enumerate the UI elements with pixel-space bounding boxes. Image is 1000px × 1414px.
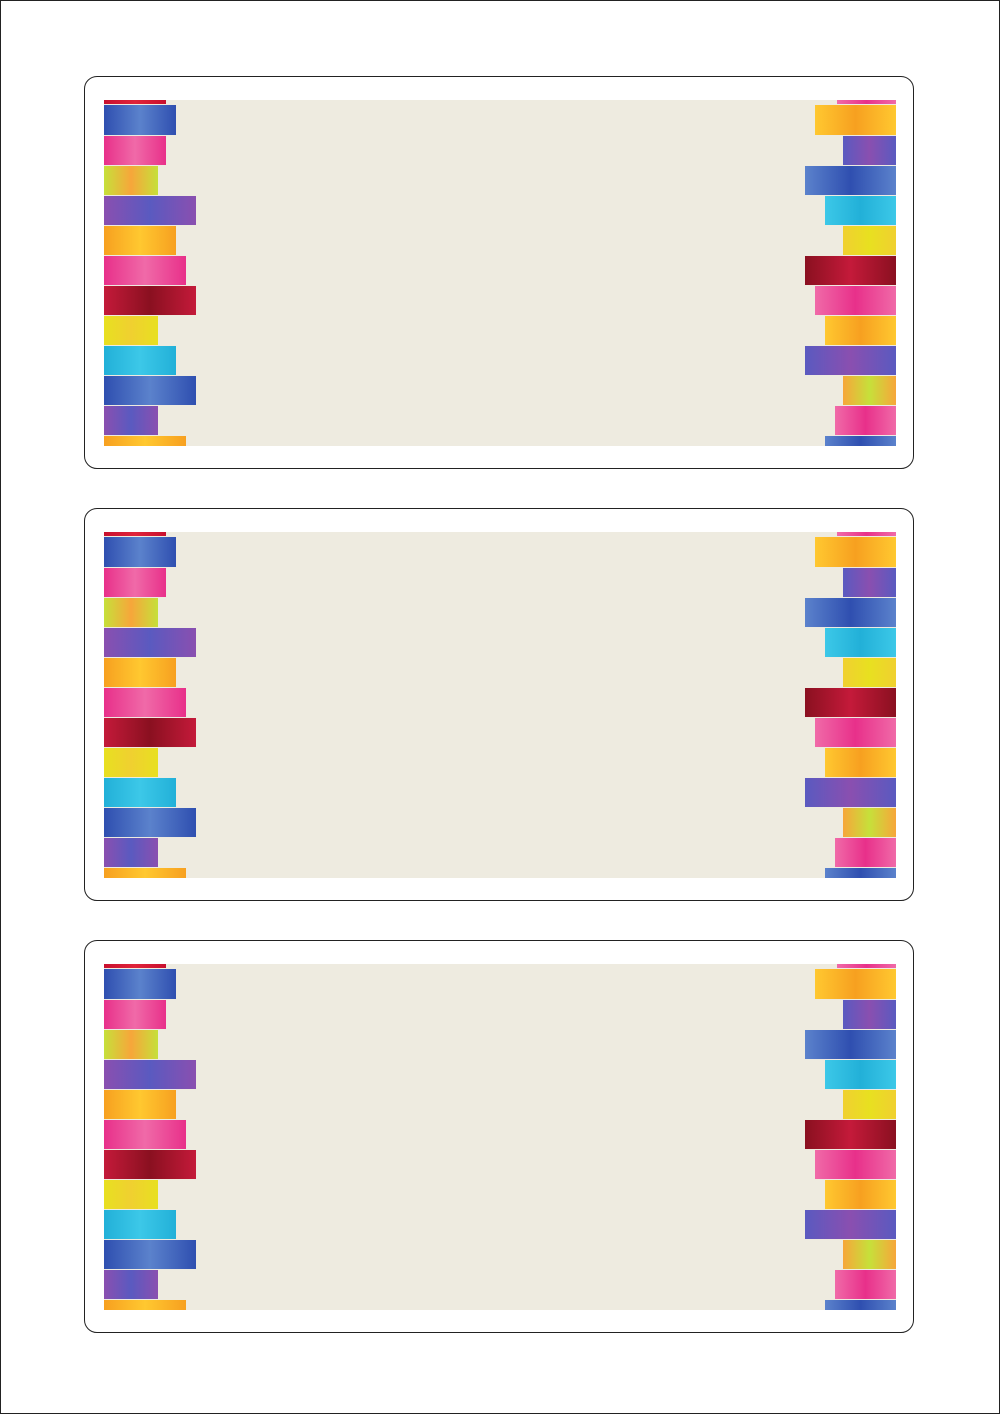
stripe-darkred	[805, 256, 896, 285]
stripe-purple	[104, 838, 158, 867]
stripe-orange	[104, 1090, 176, 1119]
stripe-purple	[104, 406, 158, 435]
stripe-blue	[104, 1240, 196, 1269]
stripe-purple	[805, 1210, 896, 1239]
stripe-yellow	[104, 1180, 158, 1209]
stripe-pink	[837, 532, 896, 536]
stripe-purple	[104, 1060, 196, 1089]
stripe-yellow	[843, 658, 896, 687]
label-writing-area[interactable]	[104, 532, 896, 878]
stripe-blue	[104, 105, 176, 135]
stripe-blue	[805, 598, 896, 627]
stripe-orange	[104, 1300, 186, 1310]
stripe-red	[104, 532, 166, 536]
stripe-pink	[837, 964, 896, 968]
stripe-cyan	[104, 1210, 176, 1239]
stripe-cyan	[825, 196, 896, 225]
stripe-pink	[835, 406, 896, 435]
stripe-pink	[815, 1150, 896, 1179]
stripe-blue	[104, 376, 196, 405]
stripe-orange	[825, 748, 896, 777]
stripe-pink	[104, 256, 186, 285]
stripe-darkred	[104, 718, 196, 747]
stripe-blue	[805, 1030, 896, 1059]
stripe-purple	[843, 1000, 896, 1029]
label-2[interactable]	[84, 508, 914, 901]
stripe-blue	[805, 166, 896, 195]
stripe-blue	[104, 808, 196, 837]
stripe-blue	[825, 868, 896, 878]
stripe-pink	[835, 838, 896, 867]
stripe-cyan	[104, 346, 176, 375]
stripe-pink	[837, 100, 896, 104]
stripe-orange	[104, 436, 186, 446]
stripe-purple	[104, 196, 196, 225]
stripe-yellow	[843, 226, 896, 255]
stripe-pink	[815, 286, 896, 315]
label-3[interactable]	[84, 940, 914, 1333]
label-1[interactable]	[84, 76, 914, 469]
stripe-darkred	[104, 1150, 196, 1179]
stripe-pink	[104, 1120, 186, 1149]
stripe-orange	[104, 658, 176, 687]
stripe-yellow	[104, 748, 158, 777]
stripe-orange	[815, 105, 896, 135]
stripe-purple	[104, 628, 196, 657]
stripe-lime	[104, 1030, 158, 1059]
stripe-orange	[104, 226, 176, 255]
stripe-orange	[825, 1180, 896, 1209]
label-writing-area[interactable]	[104, 100, 896, 446]
stripe-purple	[843, 568, 896, 597]
stripe-orange	[104, 868, 186, 878]
stripe-pink	[835, 1270, 896, 1299]
stripe-orange	[825, 316, 896, 345]
stripe-red	[104, 100, 166, 104]
stripe-blue	[825, 1300, 896, 1310]
stripe-blue	[104, 969, 176, 999]
stripe-pink	[104, 1000, 166, 1029]
stripe-purple	[805, 346, 896, 375]
stripe-cyan	[104, 778, 176, 807]
stripe-blue	[825, 436, 896, 446]
stripe-lime	[843, 808, 896, 837]
stripe-pink	[104, 568, 166, 597]
stripe-red	[104, 964, 166, 968]
stripe-cyan	[825, 628, 896, 657]
stripe-lime	[104, 598, 158, 627]
stripe-pink	[104, 136, 166, 165]
stripe-lime	[104, 166, 158, 195]
stripe-yellow	[843, 1090, 896, 1119]
stripe-darkred	[805, 1120, 896, 1149]
stripe-pink	[815, 718, 896, 747]
stripe-darkred	[104, 286, 196, 315]
stripe-darkred	[805, 688, 896, 717]
stripe-purple	[104, 1270, 158, 1299]
stripe-orange	[815, 969, 896, 999]
stripe-lime	[843, 376, 896, 405]
stripe-purple	[843, 136, 896, 165]
stripe-yellow	[104, 316, 158, 345]
stripe-pink	[104, 688, 186, 717]
stripe-cyan	[825, 1060, 896, 1089]
stripe-lime	[843, 1240, 896, 1269]
label-writing-area[interactable]	[104, 964, 896, 1310]
stripe-blue	[104, 537, 176, 567]
stripe-purple	[805, 778, 896, 807]
stripe-orange	[815, 537, 896, 567]
